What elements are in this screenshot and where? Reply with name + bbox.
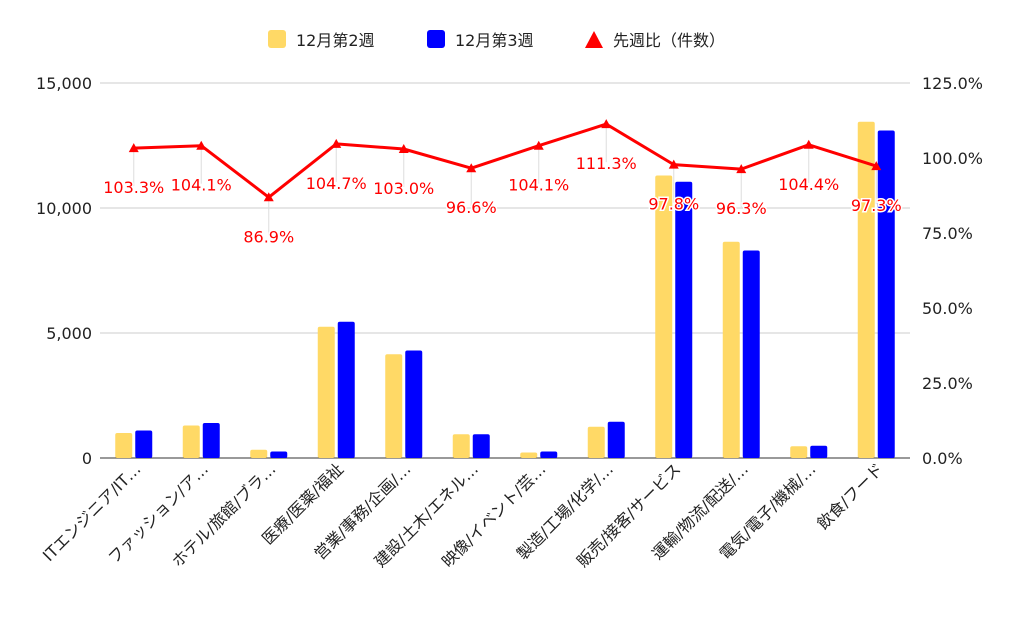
bar-series-2 — [270, 451, 288, 458]
ratio-line: 103.3% 104.1% 86.9% 104.7% 103.0% 96.6% 104.1%… — [102, 119, 903, 248]
ratio-data-label: 97.3% — [851, 196, 902, 215]
bar-series-1 — [587, 426, 605, 458]
y-right-tick-label: 50.0% — [922, 299, 973, 318]
ratio-point-marker — [263, 192, 274, 202]
legend-swatch — [427, 30, 445, 48]
ratio-point-marker — [533, 140, 544, 150]
bar-series-1 — [722, 241, 740, 458]
bar-series-2 — [607, 421, 625, 458]
ratio-data-label: 97.8% — [648, 195, 699, 214]
y-right-tick-label: 0.0% — [922, 449, 963, 468]
bars — [115, 121, 895, 458]
bar-series-2 — [540, 451, 558, 458]
legend-label: 12月第2週 — [296, 31, 375, 50]
bar-series-2 — [337, 321, 355, 458]
ratio-point-marker — [398, 144, 409, 153]
bar-series-1 — [182, 425, 200, 458]
bar-series-1 — [250, 449, 268, 458]
ratio-data-label: 104.7% — [306, 174, 367, 193]
legend-triangle-icon — [585, 31, 603, 48]
bar-series-1 — [520, 452, 538, 458]
legend: 12月第2週 12月第3週 先週比（件数） — [268, 30, 725, 50]
bar-series-1 — [385, 354, 403, 458]
axes: 0 5,000 10,000 15,000 0.0% 25.0% 50.0% 75.0% 100… — [36, 74, 983, 571]
ratio-point-marker — [601, 119, 612, 129]
bar-series-2 — [405, 350, 423, 458]
ratio-point-marker — [871, 161, 882, 171]
bar-series-2 — [877, 130, 895, 458]
bar-series-1 — [115, 433, 133, 458]
y-left-tick-label: 15,000 — [36, 74, 92, 93]
bar-series-2 — [675, 181, 693, 458]
gridlines — [100, 82, 910, 459]
ratio-data-label: 104.1% — [508, 176, 569, 195]
y-right-tick-label: 100.0% — [922, 149, 983, 168]
y-left-tick-label: 5,000 — [46, 324, 92, 343]
legend-swatch — [268, 30, 286, 48]
ratio-point-marker — [803, 139, 814, 149]
ratio-point-marker — [736, 164, 747, 174]
ratio-point-marker — [331, 138, 342, 148]
y-left-tick-label: 10,000 — [36, 199, 92, 218]
bar-series-1 — [655, 175, 673, 458]
y-left-tick-label: 0 — [82, 449, 92, 468]
ratio-data-label: 86.9% — [243, 227, 294, 246]
y-right-tick-label: 75.0% — [922, 224, 973, 243]
bar-series-1 — [790, 446, 808, 458]
ratio-point-marker — [668, 159, 679, 169]
ratio-data-label: 104.4% — [778, 175, 839, 194]
ratio-data-label: 103.0% — [373, 179, 434, 198]
legend-label: 先週比（件数） — [613, 31, 725, 50]
ratio-point-marker — [128, 143, 139, 153]
ratio-data-label: 111.3% — [576, 154, 637, 173]
bar-series-2 — [742, 250, 760, 458]
ratio-data-label: 104.1% — [171, 176, 232, 195]
bar-series-2 — [810, 445, 828, 458]
ratio-point-marker — [466, 163, 477, 173]
ratio-line-path — [133, 122, 877, 199]
x-category-label: 飲食/フード — [813, 459, 887, 533]
legend-label: 12月第3週 — [455, 31, 534, 50]
ratio-point-marker — [196, 140, 207, 150]
ratio-data-label: 96.3% — [716, 199, 767, 218]
bar-series-1 — [317, 326, 335, 458]
bar-series-2 — [202, 423, 220, 458]
bar-series-1 — [857, 121, 875, 458]
bar-series-1 — [452, 434, 470, 458]
ratio-data-label: 103.3% — [103, 178, 164, 197]
ratio-data-label: 96.6% — [446, 198, 497, 217]
y-right-tick-label: 25.0% — [922, 374, 973, 393]
bar-series-2 — [472, 434, 490, 458]
y-right-tick-label: 125.0% — [922, 74, 983, 93]
bar-series-2 — [135, 430, 153, 458]
